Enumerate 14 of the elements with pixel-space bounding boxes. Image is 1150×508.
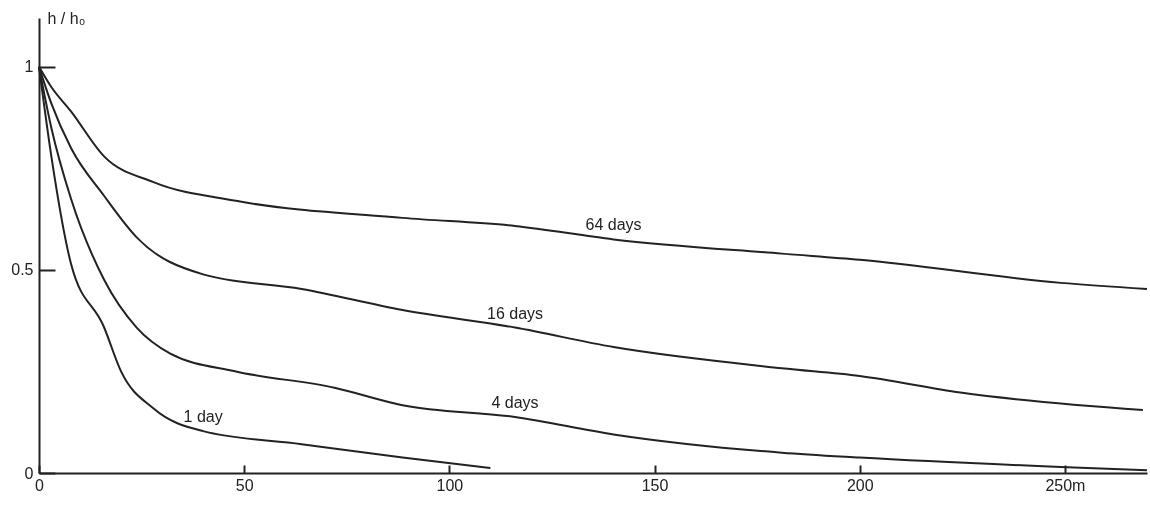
- series-label: 16 days: [487, 304, 544, 322]
- y-tick-label: 1: [24, 58, 34, 76]
- x-tick-label: 0: [35, 476, 45, 494]
- y-axis-title: h / h₀: [47, 9, 86, 27]
- x-tick-label: 100: [436, 476, 464, 494]
- y-tick-label: 0: [24, 464, 34, 482]
- series-label: 64 days: [585, 216, 642, 234]
- x-tick-label: 150: [641, 476, 669, 494]
- series-label: 1 day: [183, 408, 223, 426]
- x-tick-label: 50: [235, 476, 254, 494]
- series-label: 4 days: [491, 393, 539, 411]
- y-tick-label: 0.5: [11, 261, 34, 279]
- x-tick-label: 250m: [1045, 476, 1086, 494]
- x-tick-label: 200: [846, 476, 874, 494]
